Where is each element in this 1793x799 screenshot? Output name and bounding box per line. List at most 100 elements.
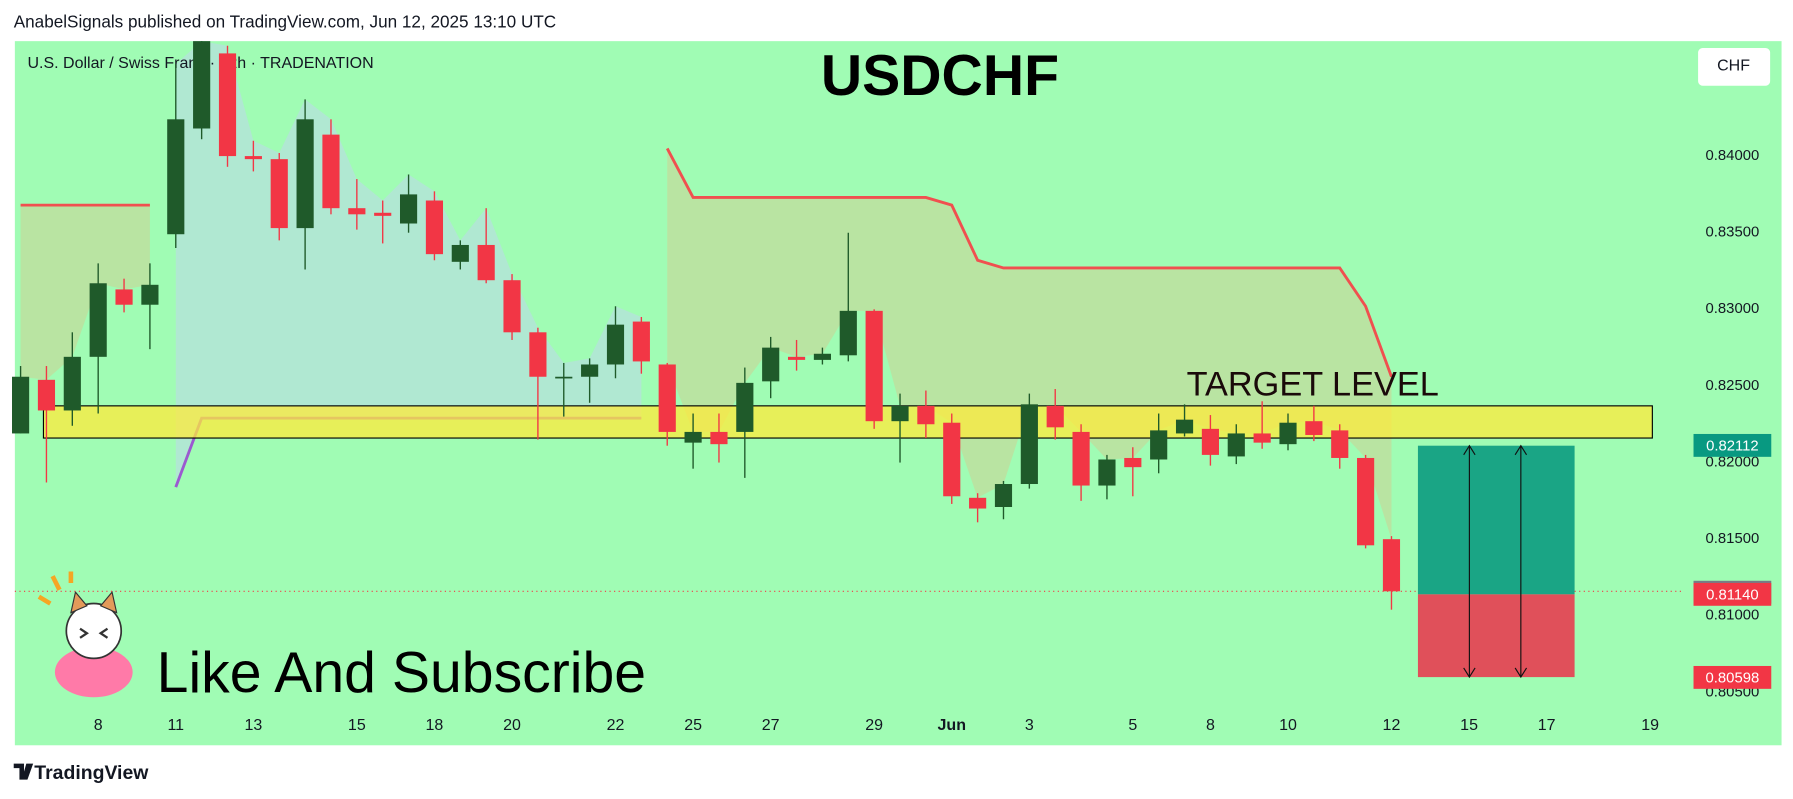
- arrow-head: [1514, 444, 1528, 679]
- candle-body: [477, 244, 495, 281]
- x-tick-label: 17: [1538, 717, 1556, 734]
- x-tick-label: 11: [167, 717, 184, 734]
- x-tick-label: 10: [1279, 717, 1297, 734]
- mascot: [37, 571, 133, 698]
- candle-body: [994, 484, 1013, 508]
- candle-body: [684, 431, 702, 443]
- candle-body: [348, 208, 366, 215]
- candle-body: [1124, 457, 1142, 468]
- footer: TradingView: [34, 762, 149, 784]
- x-tick-label: 25: [684, 717, 702, 734]
- candle-body: [1150, 430, 1168, 460]
- candle-body: [839, 310, 857, 356]
- candle-body: [115, 289, 133, 305]
- candle-body: [193, 41, 211, 129]
- candle-body: [1072, 431, 1090, 486]
- candle-body: [581, 364, 599, 377]
- candle-body: [270, 159, 288, 229]
- candle-body: [12, 376, 30, 434]
- y-tick-label: 0.81500: [1706, 531, 1760, 547]
- candle-body: [1279, 422, 1297, 445]
- x-tick-label: 29: [865, 717, 883, 734]
- price-tag-label: 0.80598: [1706, 670, 1760, 686]
- target-zone: [42, 405, 1653, 439]
- x-tick-label: 15: [1460, 717, 1478, 734]
- y-tick-label: 0.82000: [1706, 454, 1760, 470]
- overlay-fill: [20, 205, 150, 380]
- candle-body: [1098, 459, 1116, 486]
- x-tick-label: 3: [1025, 717, 1034, 734]
- chart-title: USDCHF: [821, 44, 1059, 108]
- candle-body: [1175, 419, 1194, 434]
- logo: [13, 763, 34, 780]
- x-tick-label: Jun: [938, 717, 966, 734]
- price-tag-label: 0.82112: [1706, 438, 1759, 454]
- candle-body: [374, 212, 392, 216]
- y-tick-label: 0.83500: [1706, 225, 1760, 241]
- x-tick-label: 19: [1641, 717, 1659, 734]
- candle-body: [529, 332, 547, 377]
- price-tag-label: 0.81140: [1706, 587, 1759, 603]
- y-tick-label: 0.83000: [1706, 301, 1760, 317]
- y-tick-label: 0.84000: [1706, 148, 1760, 164]
- candle-body: [1046, 405, 1064, 428]
- x-tick-label: 13: [244, 717, 262, 734]
- candle-body: [1382, 539, 1401, 592]
- candle-body: [787, 356, 806, 360]
- x-tick-label: 18: [426, 717, 444, 734]
- candle-body: [969, 497, 987, 509]
- candle-body: [399, 194, 418, 224]
- candle-body: [63, 356, 81, 411]
- candle-body: [813, 353, 832, 360]
- x-tick-label: 5: [1128, 717, 1137, 734]
- profit-zone: [1417, 445, 1575, 595]
- candle-body: [141, 284, 159, 305]
- candle-body: [1331, 430, 1349, 458]
- annotation: Like And Subscribe: [157, 641, 646, 705]
- x-tick-label: 20: [503, 717, 521, 734]
- arrow-head: [1463, 444, 1476, 679]
- candle-body: [555, 376, 573, 379]
- candle-body: [1020, 404, 1038, 485]
- candle-body: [1305, 421, 1323, 435]
- candle-body: [1227, 433, 1245, 457]
- x-tick-label: 22: [607, 717, 625, 734]
- currency[interactable]: CHF: [1717, 58, 1750, 75]
- x-tick-label: 15: [348, 717, 366, 734]
- candle-body: [322, 134, 340, 209]
- candle-body: [632, 321, 650, 362]
- overlay-fill: [175, 41, 642, 488]
- annotation: TARGET LEVEL: [1187, 365, 1439, 403]
- y-tick-label: 0.81000: [1706, 608, 1760, 624]
- candle-body: [865, 310, 883, 422]
- currency-box[interactable]: [1698, 48, 1771, 86]
- candle-body: [658, 364, 676, 432]
- candle-body: [606, 324, 625, 365]
- loss-zone: [1417, 594, 1575, 678]
- header: AnabelSignals published on TradingView.c…: [14, 11, 556, 31]
- x-tick-label: 8: [94, 717, 103, 734]
- candle-body: [1357, 457, 1375, 546]
- x-tick-label: 12: [1383, 717, 1401, 734]
- price-tag: [1693, 665, 1772, 689]
- candle-body: [244, 156, 262, 160]
- candle-body: [37, 379, 56, 411]
- candle-body: [891, 405, 909, 422]
- candle-body: [503, 280, 521, 333]
- candle-body: [1253, 433, 1271, 443]
- x-tick-label: 27: [762, 717, 780, 734]
- overlay-line: [665, 147, 1393, 378]
- candle-body: [89, 283, 107, 357]
- candle-body: [425, 200, 444, 255]
- candle-body: [451, 244, 469, 262]
- candle-body: [296, 119, 314, 229]
- y-tick-label: 0.82500: [1706, 378, 1760, 394]
- candle-body: [736, 382, 754, 432]
- candle-body: [943, 422, 961, 497]
- candle-body: [762, 347, 780, 382]
- x-tick-label: 8: [1206, 717, 1215, 734]
- candle-body: [710, 431, 728, 445]
- candle-body: [218, 53, 237, 157]
